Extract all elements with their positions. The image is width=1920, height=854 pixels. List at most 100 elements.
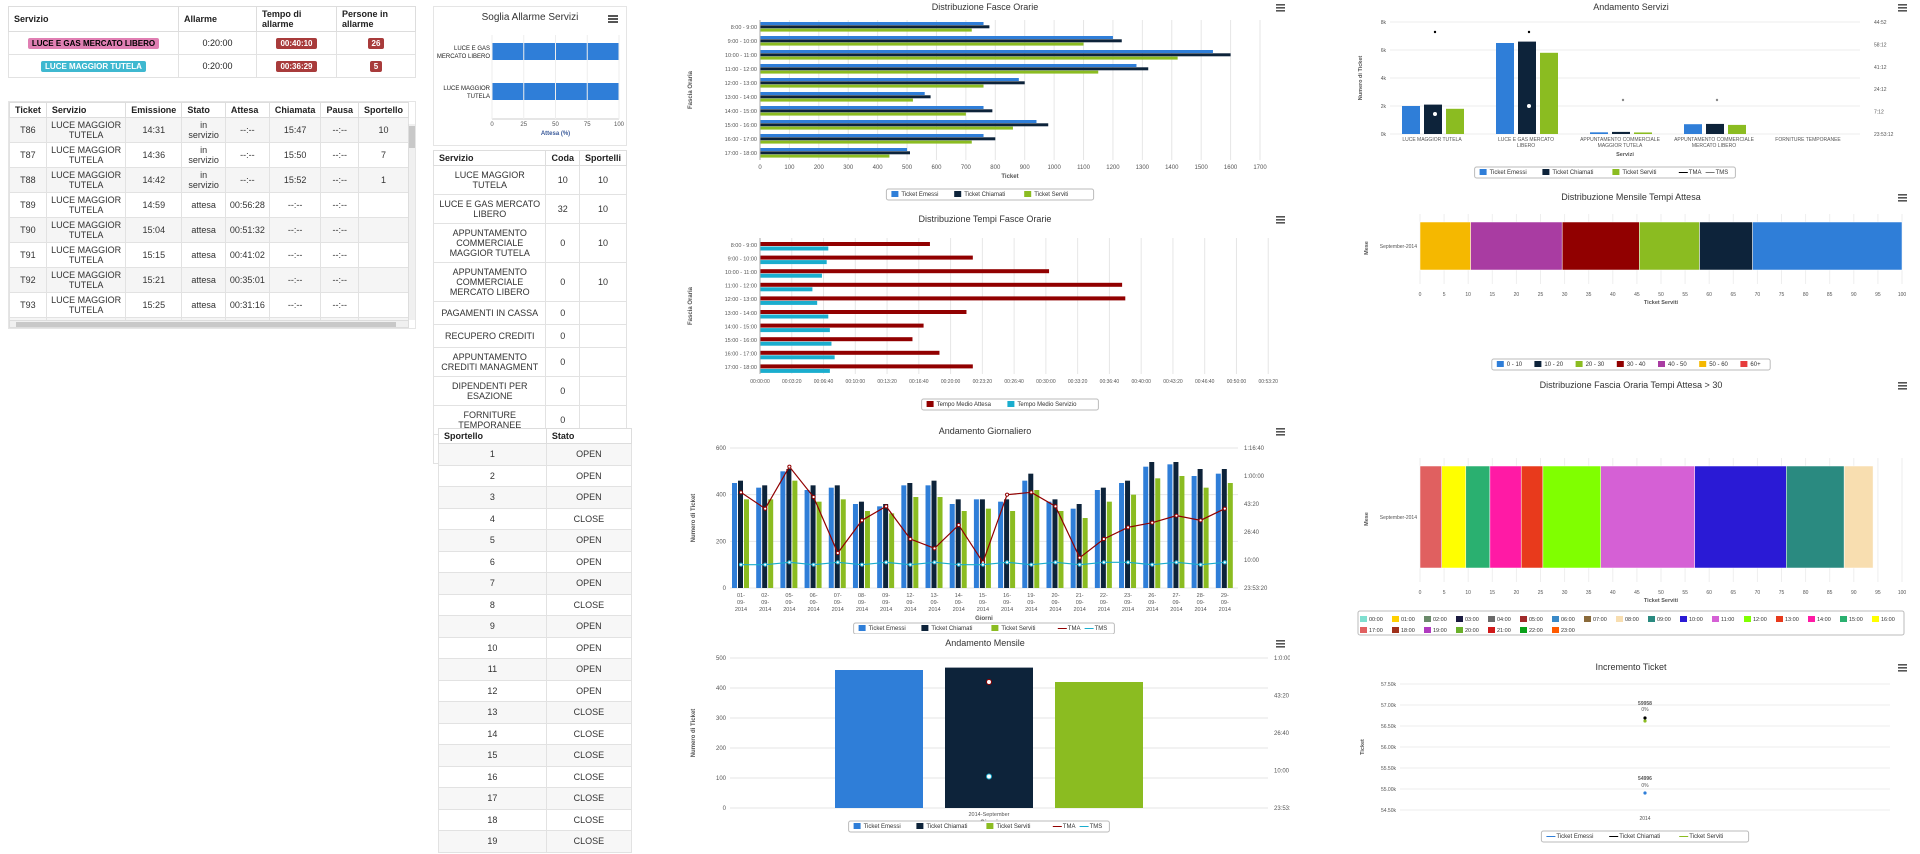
- bar: [1004, 499, 1010, 588]
- chart-title: Distribuzione Tempi Fasce Orarie: [919, 214, 1052, 224]
- table-row[interactable]: 19 CLOSE: [438, 830, 633, 853]
- menu-icon[interactable]: [1276, 428, 1285, 436]
- x-tick-label: 09-: [1003, 600, 1011, 606]
- menu-icon[interactable]: [1898, 194, 1907, 202]
- vertical-scrollbar[interactable]: [408, 124, 415, 320]
- bar: [760, 92, 925, 95]
- x-tick-label: 2014: [1194, 607, 1206, 613]
- x-tick-label: 2014: [783, 607, 795, 613]
- table-row[interactable]: LUCE MAGGIOR TUTELA 10 10: [432, 165, 628, 195]
- table-row[interactable]: 10 OPEN: [438, 636, 633, 659]
- table-cell: LUCE MAGGIOR TUTELA: [45, 192, 127, 218]
- tick-label: 1700: [1253, 165, 1267, 171]
- table-cell: 00:56:28: [224, 192, 270, 218]
- table-row[interactable]: 13 CLOSE: [438, 701, 633, 724]
- table-row[interactable]: T92 LUCE MAGGIOR TUTELA 15:21 attesa 00:35:0…: [9, 267, 410, 293]
- menu-icon[interactable]: [1276, 4, 1285, 12]
- table-row[interactable]: 6 OPEN: [438, 550, 633, 573]
- table-row[interactable]: APPUNTAMENTO COMMERCIALE MERCATO LIBERO 0…: [432, 262, 628, 302]
- x-tick-label: 06-: [810, 593, 818, 599]
- table-row[interactable]: T89 LUCE MAGGIOR TUTELA 14:59 attesa 00:56:2…: [9, 192, 410, 218]
- servizi-chart: Andamento Servizi 0k 2k 4k 6k 8k 23:53:12 7:12 2…: [1358, 2, 1907, 179]
- x-tick-label: 25: [1538, 292, 1544, 298]
- menu-icon[interactable]: [1276, 216, 1285, 224]
- menu-line: [1276, 434, 1285, 436]
- table-row[interactable]: 2 OPEN: [438, 464, 633, 487]
- table-row[interactable]: 8 CLOSE: [438, 593, 633, 616]
- table-row[interactable]: PAGAMENTI IN CASSA 0: [432, 301, 628, 325]
- table-row[interactable]: 18 CLOSE: [438, 808, 633, 831]
- x-tick-label: 2014: [1098, 607, 1110, 613]
- legend-label: 21:00: [1497, 628, 1511, 634]
- table-row[interactable]: 3 OPEN: [438, 486, 633, 509]
- data-label: 0%: [1641, 707, 1649, 713]
- alarm-row[interactable]: LUCE MAGGIOR TUTELA 0:20:00 00:36:29 5: [8, 54, 416, 78]
- bar: [760, 28, 972, 32]
- table-row[interactable]: APPUNTAMENTO COMMERCIALE MAGGIOR TUTELA 0…: [432, 223, 628, 263]
- point: [738, 562, 744, 567]
- horizontal-scrollbar[interactable]: [9, 320, 409, 328]
- menu-icon[interactable]: [1898, 382, 1907, 390]
- tick-label: 700: [961, 165, 972, 171]
- bar: [744, 499, 749, 588]
- point: [956, 522, 961, 528]
- menu-icon[interactable]: [1898, 664, 1907, 672]
- table-row[interactable]: APPUNTAMENTO CREDITI MANAGMENT 0: [432, 347, 628, 377]
- table-cell: T86: [9, 117, 47, 143]
- alarm-row[interactable]: LUCE E GAS MERCATO LIBERO 0:20:00 00:40:…: [8, 31, 416, 55]
- table-row[interactable]: RECUPERO CREDITI 0: [432, 324, 628, 348]
- point: [1150, 520, 1155, 525]
- bar: [913, 497, 919, 588]
- chart-title: Incremento Ticket: [1595, 662, 1667, 672]
- point: [1198, 562, 1203, 567]
- bar: [1094, 490, 1100, 588]
- table-row[interactable]: 1 OPEN: [438, 443, 633, 466]
- table-row[interactable]: T93 LUCE MAGGIOR TUTELA 15:25 attesa 00:31:1…: [9, 292, 410, 318]
- table-row[interactable]: 7 OPEN: [438, 572, 633, 595]
- bar: [760, 22, 984, 25]
- legend-label: 08:00: [1625, 617, 1639, 623]
- y-tick-label: 9:00 - 10:00: [728, 256, 757, 262]
- y-tick-label: 12:00 - 13:00: [725, 297, 757, 303]
- tick-label: 00:36:40: [1100, 379, 1120, 385]
- tick-label: 50: [552, 122, 559, 128]
- bar: [840, 499, 846, 588]
- chart-title: Distribuzione Mensile Tempi Attesa: [1561, 192, 1700, 202]
- table-row[interactable]: 12 OPEN: [438, 679, 633, 702]
- tick-label: 1600: [1224, 165, 1238, 171]
- legend-swatch: [858, 625, 866, 631]
- tick-label: 1500: [1194, 165, 1208, 171]
- point: [932, 560, 937, 565]
- table-row[interactable]: 9 OPEN: [438, 615, 633, 638]
- table-row[interactable]: LUCE E GAS MERCATO LIBERO 32 10: [432, 194, 628, 224]
- tick-label: 1000: [1047, 165, 1061, 171]
- table-row[interactable]: 16 CLOSE: [438, 765, 633, 788]
- legend-swatch: [1658, 361, 1665, 367]
- bar: [1052, 499, 1058, 588]
- table-row[interactable]: T88 LUCE MAGGIOR TUTELA 14:42 in servizio --…: [9, 167, 410, 193]
- table-row[interactable]: 15 CLOSE: [438, 744, 633, 767]
- y2-tick-label: 23:53:12: [1874, 132, 1894, 138]
- table-cell: CLOSE: [545, 701, 633, 724]
- table-row[interactable]: 4 CLOSE: [438, 507, 633, 530]
- table-row[interactable]: 5 OPEN: [438, 529, 633, 552]
- legend-label: 10 - 20: [1544, 362, 1563, 368]
- tick-label: 00:50:00: [1227, 379, 1247, 385]
- table-row[interactable]: 11 OPEN: [438, 658, 633, 681]
- table-row[interactable]: 14 CLOSE: [438, 722, 633, 745]
- tick-label: 00:26:40: [1004, 379, 1024, 385]
- ticket-header: Pausa: [320, 102, 359, 118]
- menu-icon[interactable]: [1898, 4, 1907, 12]
- menu-line: [1276, 219, 1285, 221]
- bar: [949, 504, 955, 588]
- table-row[interactable]: T90 LUCE MAGGIOR TUTELA 15:04 attesa 00:51:3…: [9, 217, 410, 243]
- table-row[interactable]: 17 CLOSE: [438, 787, 633, 810]
- menu-icon[interactable]: [608, 15, 618, 23]
- table-row[interactable]: T91 LUCE MAGGIOR TUTELA 15:15 attesa 00:41:0…: [9, 242, 410, 268]
- table-cell: 0: [545, 301, 580, 325]
- table-cell: T91: [9, 242, 47, 268]
- table-row[interactable]: T87 LUCE MAGGIOR TUTELA 14:36 in servizio --…: [9, 142, 410, 168]
- table-row[interactable]: DIPENDENTI PER ESAZIONE 0: [432, 376, 628, 406]
- menu-icon[interactable]: [1276, 640, 1285, 648]
- table-row[interactable]: T86 LUCE MAGGIOR TUTELA 14:31 in servizio --…: [9, 117, 410, 143]
